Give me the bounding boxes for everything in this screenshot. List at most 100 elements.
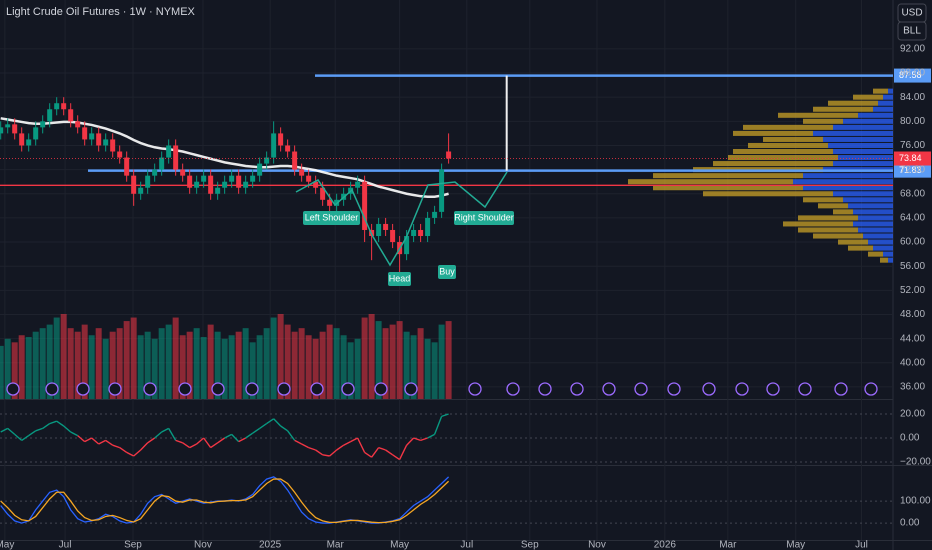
candle-body bbox=[390, 229, 396, 243]
volume-bar bbox=[116, 328, 123, 399]
event-icon bbox=[538, 382, 552, 396]
volume-bar bbox=[88, 335, 95, 399]
profile-down bbox=[838, 239, 868, 245]
candle-body bbox=[152, 169, 158, 176]
y-tick-label: 72.00 bbox=[900, 164, 925, 175]
chart-title: Light Crude Oil Futures · 1W · NYMEX bbox=[6, 6, 196, 18]
profile-up bbox=[833, 148, 893, 155]
oscillator-line bbox=[413, 437, 421, 442]
event-icon bbox=[245, 382, 259, 396]
profile-down bbox=[653, 173, 803, 179]
volume-bar bbox=[0, 345, 4, 399]
volume-bar bbox=[291, 331, 298, 399]
x-tick-label: Mar bbox=[719, 540, 737, 550]
candle-body bbox=[19, 133, 25, 146]
candle-body bbox=[271, 133, 277, 158]
oscillator-line bbox=[196, 437, 205, 445]
y-tick-label: 92.00 bbox=[900, 44, 925, 55]
profile-down bbox=[703, 191, 833, 197]
oscillator-line bbox=[105, 439, 114, 446]
candle-body bbox=[432, 211, 438, 218]
profile-up bbox=[793, 179, 893, 185]
oscillator-line bbox=[238, 437, 246, 443]
y-tick-label: 100.00 bbox=[900, 496, 931, 507]
oscillator-line bbox=[427, 433, 435, 439]
profile-up bbox=[883, 94, 893, 100]
oscillator-line bbox=[140, 442, 149, 451]
oscillator-line bbox=[119, 447, 128, 453]
unit[interactable]: BLL bbox=[903, 26, 921, 37]
event-icon bbox=[45, 382, 59, 396]
candle-body bbox=[376, 223, 382, 237]
candle-body bbox=[285, 145, 291, 152]
oscillator-line bbox=[385, 449, 394, 456]
volume-bar bbox=[277, 314, 284, 399]
candle-body bbox=[208, 175, 214, 194]
oscillator-line bbox=[378, 446, 386, 451]
profile-up bbox=[858, 112, 893, 118]
profile-up bbox=[823, 136, 893, 142]
volume-bar bbox=[284, 324, 291, 399]
volume-bar bbox=[81, 324, 88, 399]
y-tick-label: 40.00 bbox=[900, 357, 925, 368]
profile-down bbox=[828, 100, 878, 106]
y-tick-label: 52.00 bbox=[900, 285, 925, 296]
oscillator-line bbox=[433, 416, 443, 435]
volume-bar bbox=[74, 331, 81, 399]
event-icon bbox=[6, 382, 20, 396]
oscillator-line bbox=[42, 423, 51, 429]
profile-up bbox=[868, 239, 893, 245]
oscillator-line bbox=[189, 443, 197, 449]
y-tick-label: 44.00 bbox=[900, 333, 925, 344]
oscillator-line bbox=[133, 449, 142, 457]
event-icon bbox=[602, 382, 616, 396]
event-icon bbox=[702, 382, 716, 396]
profile-down bbox=[733, 130, 813, 136]
x-tick-label: 2025 bbox=[259, 540, 282, 550]
candle-body bbox=[355, 181, 361, 188]
volume-bar bbox=[340, 335, 347, 399]
profile-up bbox=[888, 88, 893, 94]
oscillator-line bbox=[245, 432, 254, 439]
oscillator-line bbox=[224, 433, 232, 439]
event-icon bbox=[667, 382, 681, 396]
annotation: Left Shoulder bbox=[305, 212, 359, 222]
candle-body bbox=[61, 103, 67, 110]
profile-down bbox=[848, 245, 873, 251]
x-tick-label: May bbox=[390, 540, 409, 550]
profile-up bbox=[848, 203, 893, 209]
event-icon bbox=[374, 382, 388, 396]
profile-up bbox=[803, 173, 893, 179]
oscillator-line bbox=[441, 413, 449, 418]
profile-down bbox=[853, 94, 883, 100]
volume-bar bbox=[375, 321, 382, 399]
volume-bar bbox=[158, 328, 165, 399]
profile-up bbox=[883, 251, 893, 257]
profile-down bbox=[733, 148, 833, 155]
candle-body bbox=[96, 133, 102, 146]
candle-body bbox=[89, 133, 95, 140]
volume-bar bbox=[11, 342, 18, 399]
oscillator-line bbox=[266, 418, 275, 425]
volume-bar bbox=[214, 331, 221, 399]
oscillator-line bbox=[336, 444, 345, 451]
volume-bar bbox=[32, 331, 39, 399]
profile-down bbox=[818, 203, 848, 209]
candle-body bbox=[250, 175, 256, 182]
volume-bar bbox=[95, 328, 102, 399]
event-icon bbox=[211, 382, 225, 396]
unit-box[interactable] bbox=[897, 21, 927, 41]
candle-body bbox=[166, 145, 172, 158]
pattern-line bbox=[295, 171, 508, 267]
candle-body bbox=[12, 124, 18, 134]
volume-bar bbox=[417, 328, 424, 399]
candle-body bbox=[187, 175, 193, 188]
candle-body bbox=[26, 139, 32, 146]
candle-body bbox=[75, 121, 81, 128]
oscillator-line bbox=[350, 437, 358, 443]
currency[interactable]: USD bbox=[901, 8, 922, 19]
profile-up bbox=[833, 191, 893, 197]
volume-bar bbox=[60, 314, 67, 399]
volume-bar bbox=[228, 335, 235, 399]
